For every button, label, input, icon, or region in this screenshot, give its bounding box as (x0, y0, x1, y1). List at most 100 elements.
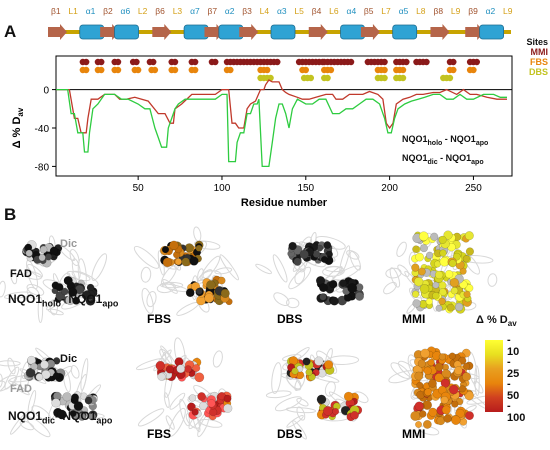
y-tick-label: 0 (43, 86, 49, 97)
ribbon-ghost (141, 287, 154, 314)
sse-label: L9 (450, 6, 461, 16)
atom-sphere (62, 392, 72, 402)
site-marker-fbs (399, 66, 407, 74)
atom-sphere (425, 251, 434, 260)
strand-arrow (152, 24, 172, 40)
atom-sphere (68, 287, 78, 297)
chart-legend: NQO1holo - NQO1apo NQO1dic - NQO1apo (402, 132, 488, 170)
legend-holo-mid: - NQO1 (442, 134, 476, 144)
site-marker-mmi (274, 58, 281, 66)
color-scale-title: Δ % Dav (476, 314, 517, 328)
atom-sphere (305, 368, 313, 376)
atom-sphere (314, 356, 324, 366)
ribbon-ghost (49, 299, 58, 316)
atom-sphere (443, 414, 452, 423)
atom-sphere (155, 360, 166, 371)
plot-frame (55, 55, 513, 177)
ribbon-ghost (146, 291, 157, 308)
ribbon-ghost (322, 266, 345, 277)
ribbon-ghost (199, 418, 223, 428)
fad-label: FAD (10, 268, 32, 280)
atom-sphere (355, 291, 364, 301)
atom-sphere (435, 304, 443, 312)
structure-label: DBS (277, 312, 302, 326)
atom-sphere (446, 303, 455, 312)
atom-sphere (425, 298, 433, 306)
atom-sphere (419, 244, 428, 253)
site-marker-fbs (450, 66, 457, 74)
structure-1-2 (265, 346, 369, 440)
atom-sphere (189, 256, 199, 266)
atom-sphere (84, 396, 93, 405)
ribbon-ghost (339, 245, 351, 274)
ribbon-ghost (156, 282, 176, 294)
legend-dic-main: NQO1 (402, 152, 428, 163)
row-label-sub2: apo (102, 298, 119, 309)
color-scale-tick: - 10 (507, 334, 520, 358)
atom-sphere (71, 393, 80, 402)
atom-sphere (344, 294, 352, 302)
row-label-main: NQO1 (8, 409, 43, 423)
atom-sphere (161, 246, 170, 254)
sse-label: β8 (433, 6, 444, 16)
dic-label: Dic (60, 353, 77, 365)
ribbon-ghost (390, 362, 411, 379)
atom-sphere (417, 267, 426, 276)
ribbon-ghost (7, 380, 30, 396)
x-tick-label: 150 (297, 183, 314, 194)
ribbon-ghost (0, 380, 6, 395)
structure-1-3 (388, 346, 494, 436)
atom-sphere (411, 263, 420, 272)
structure-0-0 (0, 235, 108, 323)
sse-label: α6 (120, 6, 131, 16)
atom-sphere (449, 384, 459, 395)
sse-label: L5 (294, 6, 304, 16)
atom-sphere (451, 415, 461, 425)
y-tick-label: -80 (35, 162, 50, 173)
x-tick-label: 50 (133, 183, 145, 194)
site-marker-mmi (98, 58, 105, 66)
atom-sphere (347, 283, 358, 293)
site-marker-fbs (327, 66, 335, 74)
ribbon-ghost (163, 392, 170, 408)
sse-label: β7 (207, 6, 218, 16)
structure-0-2 (255, 232, 364, 309)
ribbon-ghost (286, 415, 304, 428)
site-marker-mmi (150, 58, 157, 66)
atom-sphere (40, 360, 49, 370)
site-marker-mmi (403, 58, 410, 66)
secondary-structure-bar (48, 24, 511, 40)
row-label: NQO1dic- NQO1apo (8, 409, 112, 425)
ribbon-ghost (385, 267, 402, 279)
atom-sphere (209, 408, 218, 417)
ribbon-ghost (179, 398, 190, 427)
legend-holo-sub2: apo (475, 139, 489, 147)
ribbon-ghost (27, 390, 37, 415)
ribbon-ghost (383, 281, 397, 295)
sites-legend-fbs: FBS (530, 57, 548, 67)
legend-dic: NQO1dic - NQO1apo (402, 151, 488, 170)
helix-shape (479, 24, 505, 40)
atom-sphere (444, 269, 454, 279)
sse-label: α3 (277, 6, 287, 16)
fad-label: FAD (10, 383, 32, 395)
sse-label: L3 (172, 6, 183, 16)
ribbon-ghost (219, 254, 240, 281)
sse-label: L1 (68, 6, 78, 16)
sites-legend: Sites MMI FBS DBS (508, 37, 548, 77)
atom-sphere (414, 401, 424, 411)
row-label-sub: holo (42, 298, 62, 309)
atom-sphere (217, 276, 226, 285)
sites-legend-mmi: MMI (530, 47, 549, 57)
atom-sphere (455, 408, 465, 419)
atom-sphere (430, 232, 439, 241)
ribbon-ghost (133, 245, 160, 269)
ribbon-ghost (140, 266, 152, 283)
atom-sphere (417, 359, 426, 368)
atom-sphere (329, 280, 338, 289)
atom-sphere (461, 372, 471, 382)
atom-sphere (77, 412, 87, 421)
ribbon-ghost (473, 380, 484, 394)
ribbon-ghost (294, 268, 306, 285)
atom-sphere (458, 385, 466, 393)
